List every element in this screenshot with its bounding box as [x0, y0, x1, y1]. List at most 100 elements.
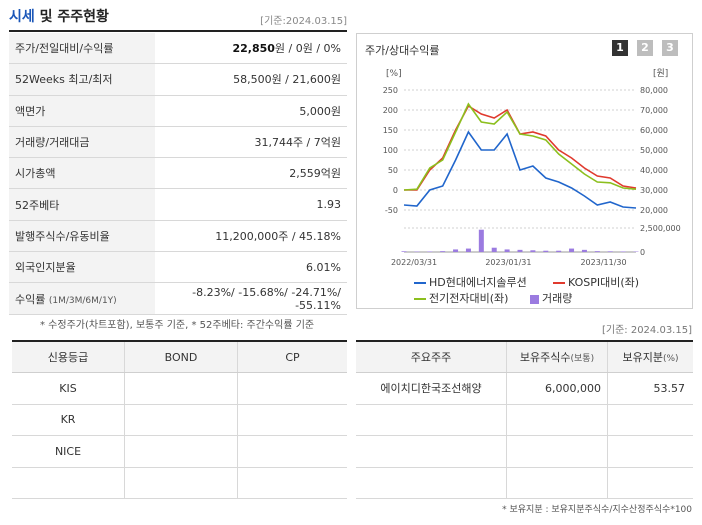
row-value: 31,744주 / 7억원	[155, 126, 347, 159]
table-row: 수익률 (1M/3M/6M/1Y) -8.23%/ -15.68%/ -24.7…	[9, 282, 347, 315]
chart-page-2-button[interactable]: 2	[637, 40, 653, 56]
volume-bar	[620, 251, 626, 252]
legend-item: HD현대에너지솔루션	[414, 274, 527, 290]
row-value: 5,000원	[155, 95, 347, 127]
chart-title: 주가/상대수익률	[365, 44, 440, 57]
chart-page-1-button[interactable]: 1	[612, 40, 628, 56]
shares-count	[506, 404, 608, 436]
col-header-main: 보유주식수	[519, 351, 571, 364]
row-label: 거래량/거래대금	[9, 126, 155, 159]
table-row: 52Weeks 최고/최저 58,500원 / 21,600원	[9, 63, 347, 96]
stock-chart: [%] [원] 250 80,000 200 70,000 150 60,000 100 50…	[383, 68, 681, 267]
return-label: 수익률	[15, 292, 46, 306]
title-rest: 및 주주현황	[34, 9, 109, 25]
row-label: 액면가	[9, 95, 155, 127]
legend-swatch	[553, 282, 565, 284]
volume-bar	[569, 248, 575, 252]
volume-tick-label: 0	[640, 248, 645, 257]
volume-bar	[607, 251, 613, 252]
cell	[124, 435, 238, 468]
legend-label: KOSPI대비(좌)	[568, 276, 640, 289]
legend-item: 전기전자대비(좌)	[414, 290, 508, 306]
table-row: KIS	[12, 372, 347, 405]
cell	[237, 467, 347, 499]
cell	[124, 372, 238, 405]
chart-grid	[404, 89, 636, 253]
volume-bar	[581, 249, 587, 252]
right-tick-label: 70,000	[640, 106, 668, 115]
col-header-sub: (%)	[662, 354, 679, 364]
right-tick-label: 50,000	[640, 146, 668, 155]
col-header: 신용등급	[12, 340, 125, 373]
return-value: -8.23%/ -15.68%/ -24.71%/ -55.11%	[155, 282, 347, 315]
row-label: 주가/전일대비/수익률	[9, 33, 155, 65]
row-value: 58,500원 / 21,600원	[155, 63, 347, 96]
left-tick-label: -50	[385, 206, 398, 215]
row-value: 1.93	[155, 188, 347, 221]
col-header: 보유주식수(보통)	[506, 340, 608, 373]
volume-tick-label: 2,500,000	[640, 224, 681, 233]
table-row: 에이치디한국조선해양 6,000,000 53.57	[356, 372, 693, 405]
credit-rating-table: 신용등급 BOND CP KIS KR NICE	[12, 340, 347, 499]
left-tick-label: 250	[383, 86, 398, 95]
legend-label: 전기전자대비(좌)	[429, 292, 509, 305]
legend-item: KOSPI대비(좌)	[553, 274, 639, 290]
volume-bar	[440, 251, 446, 252]
chart-ticks: 250 80,000 200 70,000 150 60,000 100 50,000 50 40…	[383, 86, 681, 267]
chart-lines	[403, 102, 637, 209]
legend-label: 거래량	[542, 292, 573, 305]
cell	[237, 404, 347, 436]
right-tick-label: 20,000	[640, 206, 668, 215]
row-value: 2,559억원	[155, 157, 347, 190]
x-tick-label: 2023/01/31	[485, 258, 531, 267]
x-tick-label: 2022/03/31	[391, 258, 437, 267]
table-row: 52주베타 1.93	[9, 188, 347, 221]
shareholder-table: 주요주주 보유주식수(보통) 보유지분(%) 에이치디한국조선해양 6,000,…	[356, 340, 693, 499]
legend-swatch	[414, 298, 426, 300]
chart-panel	[356, 33, 693, 309]
left-tick-label: 200	[383, 106, 398, 115]
shareholder-note: * 보유지분 : 보유지분주식수/지수산정주식수*100	[502, 505, 692, 515]
table-row: 주가/전일대비/수익률 22,850원 / 0원 / 0%	[9, 33, 347, 65]
row-value: 6.01%	[155, 251, 347, 284]
row-label: 52주베타	[9, 188, 155, 221]
volume-bar	[594, 251, 600, 252]
shareholder-date: [기준: 2024.03.15]	[601, 325, 692, 336]
shares-count	[506, 435, 608, 468]
right-tick-label: 30,000	[640, 186, 668, 195]
table-row	[356, 435, 693, 468]
volume-bar	[504, 249, 510, 252]
series-line	[404, 104, 637, 191]
row-label: 52Weeks 최고/최저	[9, 63, 155, 96]
table-row	[12, 467, 347, 499]
return-period: (1M/3M/6M/1Y)	[48, 295, 117, 306]
table-header-row: 신용등급 BOND CP	[12, 340, 347, 373]
volume-bar	[427, 251, 433, 252]
table-row: 거래량/거래대금 31,744주 / 7억원	[9, 126, 347, 159]
share-percent: 53.57	[607, 372, 693, 405]
col-header-sub: (보통)	[570, 354, 595, 364]
legend-item: 거래량	[530, 290, 572, 306]
share-percent	[607, 435, 693, 468]
volume-bar	[556, 250, 562, 252]
shareholder-name	[356, 404, 507, 436]
series-line	[403, 130, 637, 209]
table-row: 액면가 5,000원	[9, 95, 347, 127]
title-accent: 시세	[9, 9, 35, 25]
base-date: [기준:2024.03.15]	[260, 16, 347, 27]
right-tick-label: 60,000	[640, 126, 668, 135]
chart-page-3-button[interactable]: 3	[662, 40, 678, 56]
cell	[12, 467, 125, 499]
row-label: 수익률 (1M/3M/6M/1Y)	[9, 282, 155, 315]
legend-swatch	[414, 282, 426, 284]
x-tick-label: 2023/11/30	[580, 258, 626, 267]
volume-bar	[465, 248, 471, 252]
volume-bar	[401, 251, 407, 252]
volume-bar	[453, 249, 459, 252]
table-row: 발행주식수/유동비율 11,200,000주 / 45.18%	[9, 220, 347, 253]
shares-count: 6,000,000	[506, 372, 608, 405]
price-change: 원 / 0원 / 0%	[274, 42, 341, 56]
table-row	[356, 467, 693, 499]
row-label: 시가총액	[9, 157, 155, 190]
series-line	[403, 102, 637, 191]
